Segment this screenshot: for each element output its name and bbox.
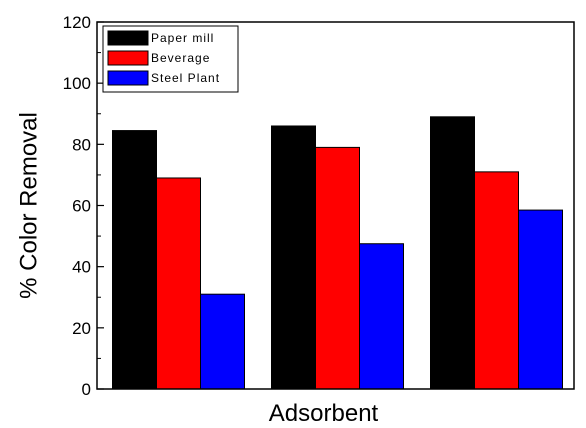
bars-group xyxy=(112,116,563,390)
bar-beverage-1 xyxy=(156,177,201,390)
bar-beverage-2 xyxy=(315,146,360,390)
y-axis: 0 20 40 60 80 100 120 xyxy=(63,13,104,399)
y-tick-label: 80 xyxy=(72,135,91,154)
y-tick-label: 100 xyxy=(63,74,91,93)
legend-swatch xyxy=(107,70,149,86)
bar-steel-plant-1 xyxy=(200,293,245,390)
bar-paper-mill-1 xyxy=(112,130,157,390)
y-tick-label: 40 xyxy=(72,258,91,277)
x-axis-title: Adsorbent xyxy=(269,400,379,427)
bar-paper-mill-3 xyxy=(430,116,475,390)
y-tick-label: 60 xyxy=(72,197,91,216)
legend-label: Paper mill xyxy=(151,31,214,45)
bar-beverage-3 xyxy=(474,171,519,390)
bar-paper-mill-2 xyxy=(271,125,316,390)
bar-steel-plant-2 xyxy=(359,243,404,390)
y-tick-label: 20 xyxy=(72,319,91,338)
legend: Paper mill Beverage Steel Plant xyxy=(102,25,239,93)
y-axis-title: % Color Removal xyxy=(15,112,42,299)
legend-swatch xyxy=(107,30,149,46)
bar-steel-plant-3 xyxy=(518,209,563,390)
legend-label: Steel Plant xyxy=(151,71,220,85)
legend-label: Beverage xyxy=(151,51,210,65)
legend-swatch xyxy=(107,50,149,66)
y-tick-label: 0 xyxy=(82,380,91,399)
y-tick-label: 120 xyxy=(63,13,91,32)
